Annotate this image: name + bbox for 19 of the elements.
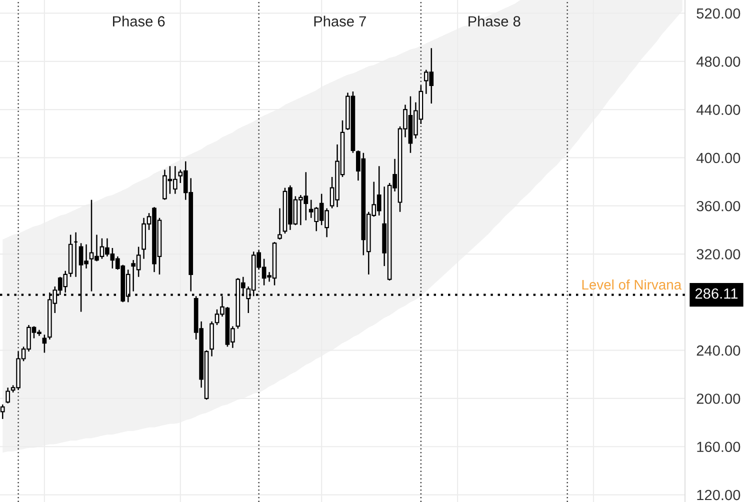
y-tick-label: 520.00 — [696, 8, 740, 19]
y-tick-label: 120.00 — [697, 490, 740, 500]
candlestick — [0, 404, 5, 420]
ref-line-label: 286.11 — [695, 288, 738, 299]
candlestick — [6, 387, 10, 404]
annotation: Phase 6 — [113, 16, 165, 27]
candlestick — [42, 334, 47, 354]
y-tick-label: 360.00 — [696, 200, 740, 212]
y-tick-label: 480.00 — [696, 56, 740, 67]
annotation: Phase 7 — [314, 16, 366, 27]
y-tick-label: 320.00 — [696, 249, 740, 260]
annotation: Level of Nirvana — [582, 279, 682, 290]
y-tick-label: 200.00 — [696, 394, 740, 404]
annotation: Phase 8 — [468, 16, 520, 27]
candlestick — [278, 208, 282, 240]
y-tick-label: 240.00 — [696, 345, 740, 356]
y-tick-label: 160.00 — [697, 442, 740, 452]
y-tick-label: 440.00 — [696, 104, 740, 115]
y-tick-label: 400.00 — [696, 152, 740, 164]
